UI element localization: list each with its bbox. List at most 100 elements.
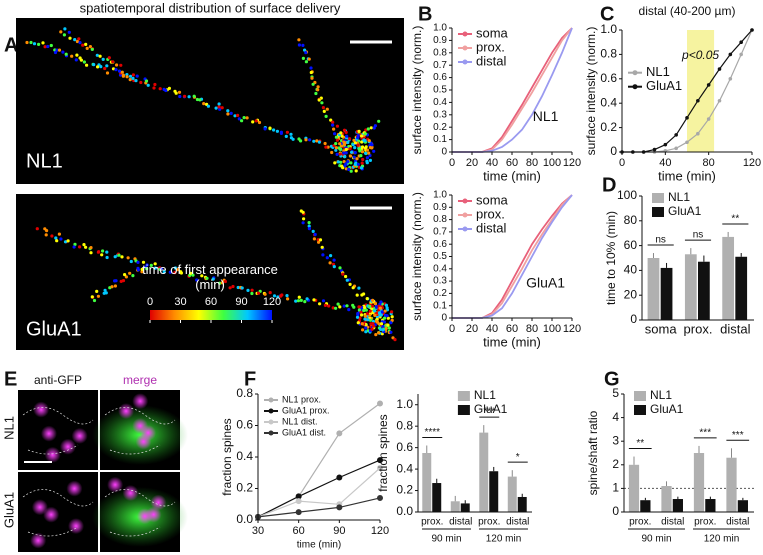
puncta bbox=[59, 237, 63, 241]
y-tick-label: 1.0 bbox=[600, 22, 617, 36]
puncta bbox=[297, 43, 301, 47]
y-tick-label: 5 bbox=[612, 386, 619, 400]
data-point bbox=[377, 494, 383, 501]
puncta bbox=[351, 143, 355, 147]
puncta bbox=[363, 314, 367, 318]
puncta bbox=[325, 256, 329, 260]
puncta bbox=[84, 42, 88, 47]
legend-swatch bbox=[652, 193, 664, 203]
puncta bbox=[349, 169, 353, 173]
puncta bbox=[236, 113, 240, 117]
puncta bbox=[85, 63, 89, 67]
y-axis-label: surface intensity (norm.) bbox=[584, 27, 598, 156]
x-tick-label: prox. bbox=[684, 321, 713, 336]
y-tick-label: 0.8 bbox=[600, 47, 617, 61]
puncta bbox=[223, 279, 227, 284]
puncta bbox=[159, 267, 164, 271]
puncta bbox=[368, 313, 372, 317]
puncta bbox=[285, 130, 289, 134]
puncta bbox=[389, 321, 393, 325]
bar bbox=[460, 503, 470, 512]
puncta bbox=[316, 88, 320, 92]
signal bbox=[132, 417, 149, 434]
puncta bbox=[353, 151, 357, 155]
puncta bbox=[384, 326, 388, 331]
puncta bbox=[386, 323, 390, 327]
puncta bbox=[323, 141, 327, 146]
puncta bbox=[74, 58, 78, 62]
y-tick-label: 0.4 bbox=[433, 263, 447, 274]
puncta bbox=[371, 322, 375, 326]
puncta bbox=[218, 281, 222, 285]
puncta bbox=[217, 102, 221, 106]
puncta bbox=[354, 169, 358, 173]
puncta bbox=[342, 160, 346, 164]
bar bbox=[737, 500, 748, 512]
puncta bbox=[63, 27, 67, 31]
puncta bbox=[140, 267, 144, 271]
puncta bbox=[78, 245, 82, 249]
legend-label: NL1 prox. bbox=[282, 394, 321, 404]
puncta bbox=[373, 313, 377, 317]
puncta bbox=[384, 303, 388, 307]
puncta bbox=[78, 41, 82, 45]
puncta bbox=[57, 232, 62, 236]
puncta bbox=[111, 67, 116, 71]
puncta bbox=[353, 162, 357, 166]
puncta bbox=[121, 279, 126, 283]
y-tick-label: 4 bbox=[612, 410, 619, 424]
puncta bbox=[50, 234, 54, 238]
puncta bbox=[167, 86, 171, 90]
puncta bbox=[233, 114, 237, 118]
puncta bbox=[316, 85, 320, 89]
puncta bbox=[344, 162, 348, 166]
x-tick-label: prox. bbox=[478, 517, 500, 528]
puncta bbox=[61, 50, 65, 54]
puncta bbox=[55, 239, 59, 243]
puncta bbox=[342, 142, 347, 147]
puncta bbox=[268, 126, 272, 130]
data-point bbox=[685, 140, 689, 145]
puncta bbox=[317, 98, 321, 102]
significance-label: *** bbox=[483, 407, 495, 418]
puncta bbox=[297, 38, 301, 42]
puncta bbox=[73, 38, 77, 42]
puncta bbox=[346, 140, 350, 145]
legend-swatch bbox=[462, 226, 468, 232]
puncta bbox=[335, 124, 339, 128]
puncta bbox=[360, 313, 364, 317]
bar bbox=[640, 500, 651, 512]
puncta bbox=[360, 140, 364, 144]
puncta bbox=[321, 253, 325, 257]
puncta bbox=[356, 162, 360, 166]
puncta bbox=[168, 270, 172, 274]
puncta bbox=[124, 275, 128, 279]
puncta bbox=[368, 153, 372, 158]
puncta bbox=[345, 134, 349, 138]
y-tick-label: 0 bbox=[441, 147, 447, 158]
y-tick-label: 0.6 bbox=[236, 418, 253, 432]
puncta bbox=[77, 37, 81, 41]
y-axis-label: time to 10% (min) bbox=[604, 211, 618, 305]
panel-label: E bbox=[4, 368, 17, 390]
y-tick-label: 20 bbox=[624, 287, 638, 301]
colorbar-tick-label: 30 bbox=[174, 296, 186, 308]
puncta bbox=[324, 114, 328, 118]
y-tick-label: 0.4 bbox=[600, 95, 617, 109]
puncta bbox=[49, 43, 53, 48]
puncta bbox=[334, 135, 338, 139]
data-point bbox=[717, 98, 722, 103]
signal bbox=[150, 494, 167, 511]
puncta bbox=[312, 139, 316, 143]
puncta bbox=[338, 152, 342, 156]
puncta bbox=[309, 70, 313, 75]
series-line bbox=[257, 497, 381, 518]
puncta bbox=[231, 284, 235, 289]
puncta bbox=[359, 154, 363, 158]
puncta bbox=[332, 127, 336, 131]
puncta bbox=[361, 328, 365, 332]
x-axis-label: time (min) bbox=[483, 334, 541, 349]
colorbar-tick-label: 90 bbox=[235, 296, 247, 308]
y-tick-label: 0.7 bbox=[433, 60, 447, 71]
bar bbox=[450, 501, 460, 512]
